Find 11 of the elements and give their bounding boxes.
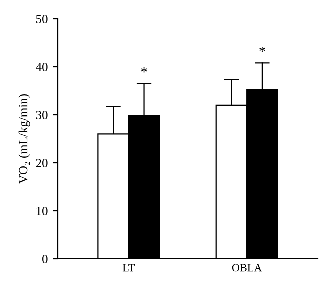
y-axis-title: V̇O₂ (mL/kg/min) — [18, 94, 30, 184]
x-tick-label: LT — [122, 264, 136, 272]
y-tick-label: 50 — [36, 15, 48, 24]
x-tick-label: OBLA — [232, 264, 262, 272]
y-tick-label: 10 — [36, 207, 48, 216]
y-tick-label: 40 — [36, 63, 48, 72]
y-tick-label: 30 — [36, 111, 48, 120]
y-tick-label: 20 — [36, 159, 48, 168]
y-tick-label: 0 — [42, 255, 48, 264]
annotation: * — [141, 68, 148, 73]
annotation: * — [260, 46, 266, 52]
